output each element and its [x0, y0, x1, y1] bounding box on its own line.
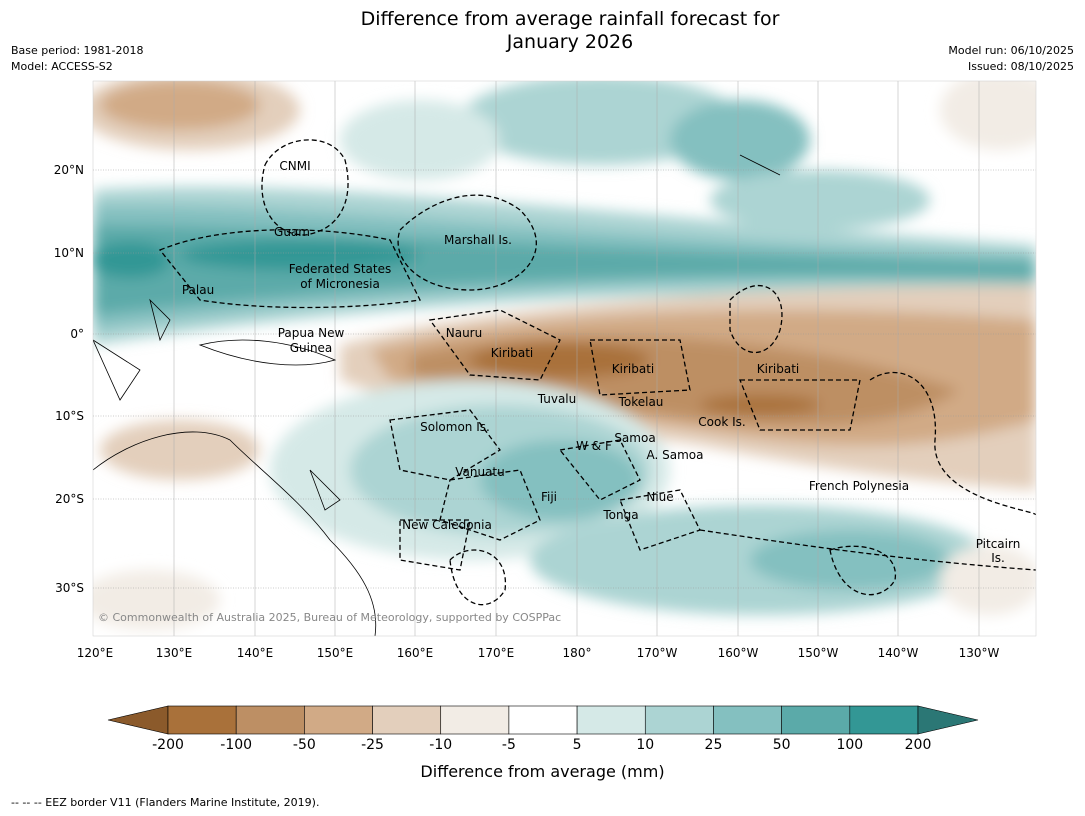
- lon-label: 140°W: [878, 646, 919, 660]
- region-label-marshall-is: Marshall Is.: [444, 233, 512, 247]
- region-label-nauru: Nauru: [446, 326, 482, 340]
- issued-text: Issued: 08/10/2025: [967, 60, 1074, 73]
- colorbar-extend-low: [107, 705, 169, 735]
- region-label-pitcairn-2: Is.: [991, 551, 1005, 565]
- region-label-guam: Guam: [274, 225, 310, 239]
- lat-label: 20°N: [54, 163, 84, 177]
- meridians: [173, 81, 980, 636]
- eez-borders: [158, 139, 1036, 606]
- lon-label: 160°W: [718, 646, 759, 660]
- region-label-pitcairn-1: Pitcairn: [976, 537, 1021, 551]
- colorbar-tick-label: -25: [361, 737, 384, 753]
- colorbar-title: Difference from average (mm): [420, 762, 665, 781]
- lon-label: 170°W: [637, 646, 678, 660]
- meta-left: Base period: 1981-2018 Model: ACCESS-S2: [11, 43, 143, 75]
- region-label-tokelau: Tokelau: [618, 395, 664, 409]
- model-text: Model: ACCESS-S2: [11, 60, 113, 73]
- lat-label: 0°: [70, 327, 84, 341]
- region-label-cook-is: Cook Is.: [698, 415, 745, 429]
- colorbar-segment: [644, 705, 714, 735]
- lat-labels: 20°N 10°N 0° 10°S 20°S 30°S: [54, 163, 84, 595]
- lon-label: 170°E: [478, 646, 515, 660]
- lon-label: 130°W: [959, 646, 1000, 660]
- lat-label: 10°N: [54, 246, 84, 260]
- title-line-2: January 2026: [506, 31, 634, 53]
- colorbar-tick-label: -50: [292, 737, 316, 753]
- region-label-wallis-futuna: W & F: [576, 439, 612, 453]
- region-label-vanuatu: Vanuatu: [455, 465, 505, 479]
- meta-right: Model run: 06/10/2025 Issued: 08/10/2025: [948, 43, 1074, 75]
- model-run-text: Model run: 06/10/2025: [948, 44, 1074, 57]
- colorbar-segment: [440, 705, 510, 735]
- colorbar-segment: [713, 705, 782, 735]
- colorbar-segment: [576, 705, 646, 735]
- chart-title: Difference from average rainfall forecas…: [0, 8, 1085, 54]
- colorbar-tick-label: 10: [636, 737, 655, 753]
- region-label-kiribati-central: Kiribati: [612, 362, 654, 376]
- colorbar-segment: [372, 705, 442, 735]
- region-label-kiribati-west: Kiribati: [491, 346, 533, 360]
- gridlines: [93, 169, 1036, 589]
- colorbar-tick-label: 25: [704, 737, 723, 753]
- coastlines: [93, 154, 781, 636]
- copyright-notice: © Commonwealth of Australia 2025, Bureau…: [98, 611, 561, 624]
- title-line-1: Difference from average rainfall forecas…: [360, 8, 780, 30]
- colorbar-segment: [167, 705, 237, 735]
- colorbar-segment: [781, 705, 851, 735]
- region-label-niue: Niue: [646, 490, 673, 504]
- lon-label: 140°E: [237, 646, 274, 660]
- region-label-cnmi: CNMI: [279, 159, 310, 173]
- region-label-png-1: Papua New: [278, 326, 345, 340]
- lon-label: 160°E: [397, 646, 434, 660]
- region-label-samoa: Samoa: [614, 431, 655, 445]
- colorbar-segment: [508, 705, 578, 735]
- region-label-solomon-is: Solomon Is.: [420, 420, 490, 434]
- eez-footnote: -- -- -- EEZ border V11 (Flanders Marine…: [11, 796, 320, 809]
- region-label-kiribati-east: Kiribati: [757, 362, 799, 376]
- forecast-field: [93, 81, 1036, 636]
- lat-label: 20°S: [55, 492, 84, 506]
- colorbar-tick-label: -100: [220, 737, 253, 753]
- colorbar-tick-label: -5: [501, 737, 516, 753]
- region-label-fiji: Fiji: [541, 490, 557, 504]
- region-label-french-polynesia: French Polynesia: [809, 479, 909, 493]
- colorbar-tick-label: -10: [429, 737, 453, 753]
- colorbar-tick-label: 200: [904, 737, 932, 753]
- region-label-fsm-2: of Micronesia: [300, 277, 380, 291]
- colorbar-segment: [304, 705, 373, 735]
- colorbar: [107, 705, 979, 735]
- colorbar-tick-label: 100: [836, 737, 864, 753]
- region-label-png-2: Guinea: [290, 341, 333, 355]
- lon-label: 130°E: [156, 646, 193, 660]
- colorbar-segment: [235, 705, 305, 735]
- region-label-fsm-1: Federated States: [289, 262, 391, 276]
- region-label-american-samoa: A. Samoa: [647, 448, 704, 462]
- lon-label: 180°: [563, 646, 592, 660]
- region-label-tuvalu: Tuvalu: [537, 392, 577, 406]
- region-label-new-caledonia: New Caledonia: [402, 518, 492, 532]
- colorbar-tick-label: 50: [772, 737, 791, 753]
- lon-label: 120°E: [77, 646, 114, 660]
- region-labels: CNMI Guam Marshall Is. Federated States …: [182, 159, 1020, 565]
- lon-label: 150°E: [317, 646, 354, 660]
- colorbar-tick-label: -200: [152, 737, 184, 753]
- lon-label: 150°W: [798, 646, 839, 660]
- map-frame: [92, 80, 1037, 637]
- lon-labels: 120°E 130°E 140°E 150°E 160°E 170°E 180°…: [77, 646, 1000, 660]
- base-period-text: Base period: 1981-2018: [11, 44, 144, 57]
- colorbar-segment: [849, 705, 919, 735]
- lat-label: 10°S: [55, 409, 84, 423]
- colorbar-tick-label: 5: [572, 737, 582, 753]
- region-label-tonga: Tonga: [602, 508, 638, 522]
- lat-label: 30°S: [55, 581, 84, 595]
- colorbar-extend-high: [917, 705, 979, 735]
- region-label-palau: Palau: [182, 283, 214, 297]
